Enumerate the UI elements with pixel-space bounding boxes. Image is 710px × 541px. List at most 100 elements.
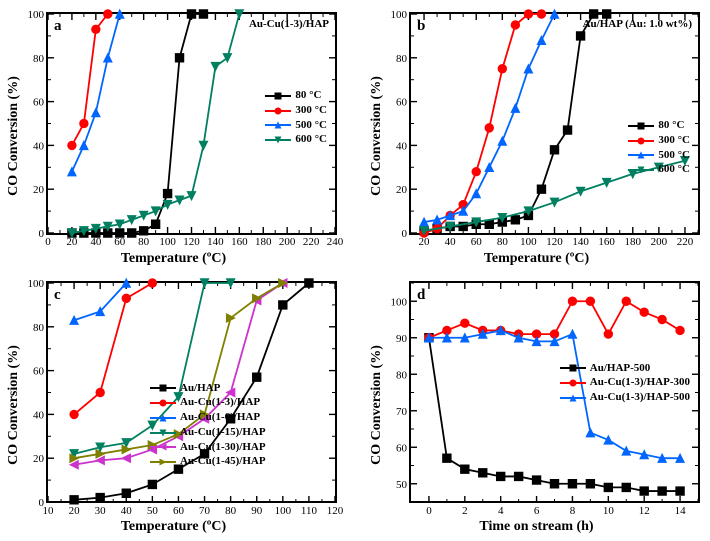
series-marker xyxy=(622,297,630,305)
svg-text:70: 70 xyxy=(199,505,211,517)
legend-label: 600 °C xyxy=(658,163,690,177)
legend-item: Au-Cu(1-3)/HAP-300 xyxy=(560,376,690,390)
series-marker xyxy=(92,108,100,116)
series-marker xyxy=(568,329,576,337)
svg-text:100: 100 xyxy=(391,9,408,21)
x-axis-label: Temperature (ºC) xyxy=(121,519,226,535)
series-marker xyxy=(485,220,493,228)
legend-item: 300 °C xyxy=(628,134,690,148)
svg-text:40: 40 xyxy=(33,409,45,421)
series-line xyxy=(424,14,607,231)
panel-d: CO Conversion (%)Time on stream (h)d0246… xyxy=(369,275,704,536)
series-marker xyxy=(139,211,147,219)
series-marker xyxy=(511,104,519,112)
svg-text:2: 2 xyxy=(462,505,468,517)
legend-item: 600 °C xyxy=(628,163,690,177)
plot-area: c102030405060708090100110120020406080100… xyxy=(46,281,337,504)
svg-text:160: 160 xyxy=(231,236,248,248)
legend-item: Au-Cu(1-3)/HAP xyxy=(150,396,266,410)
series-line xyxy=(424,14,541,233)
svg-text:20: 20 xyxy=(69,505,81,517)
series-marker xyxy=(122,454,130,462)
series-marker xyxy=(68,167,76,175)
svg-text:20: 20 xyxy=(396,184,408,196)
svg-text:60: 60 xyxy=(33,365,45,377)
svg-text:80: 80 xyxy=(396,369,408,381)
series-marker xyxy=(676,486,684,494)
series-marker xyxy=(187,192,195,200)
svg-text:80: 80 xyxy=(33,321,45,333)
svg-text:0: 0 xyxy=(39,228,45,240)
series-marker xyxy=(604,483,612,491)
legend-item: Au/HAP-500 xyxy=(560,362,690,376)
svg-text:140: 140 xyxy=(572,236,589,248)
series-marker xyxy=(524,10,532,18)
series-marker xyxy=(550,146,558,154)
legend-label: 500 °C xyxy=(658,149,690,163)
svg-text:40: 40 xyxy=(121,505,133,517)
series-marker xyxy=(568,479,576,487)
svg-text:80: 80 xyxy=(225,505,237,517)
series-marker xyxy=(485,124,493,132)
series-marker xyxy=(640,308,648,316)
series-marker xyxy=(485,163,493,171)
series-marker xyxy=(479,468,487,476)
plot-area: d024681012145060708090100Au/HAP-500Au-Cu… xyxy=(409,281,700,504)
panel-b: CO Conversion (%)Temperature (ºC)bAu/HAP… xyxy=(369,6,704,267)
svg-text:160: 160 xyxy=(598,236,615,248)
chart-grid: CO Conversion (%)Temperature (ºC)aAu-Cu(… xyxy=(0,0,710,541)
svg-text:200: 200 xyxy=(279,236,296,248)
legend: 80 °C300 °C500 °C600 °C xyxy=(263,86,329,150)
series-marker xyxy=(104,10,112,18)
svg-text:12: 12 xyxy=(639,505,650,517)
series-marker xyxy=(576,187,584,195)
panel-a: CO Conversion (%)Temperature (ºC)aAu-Cu(… xyxy=(6,6,341,267)
svg-text:10: 10 xyxy=(43,505,55,517)
legend-label: 500 °C xyxy=(295,119,327,133)
series-marker xyxy=(498,137,506,145)
series-marker xyxy=(199,141,207,149)
legend-label: Au-Cu(1-45)/HAP xyxy=(180,455,266,469)
series-marker xyxy=(163,189,171,197)
svg-text:60: 60 xyxy=(114,236,126,248)
series-marker xyxy=(70,495,78,503)
series-marker xyxy=(496,472,504,480)
svg-text:80: 80 xyxy=(497,236,509,248)
svg-text:50: 50 xyxy=(147,505,159,517)
svg-text:100: 100 xyxy=(391,296,408,308)
legend-item: Au-Cu(1-45)/HAP xyxy=(150,455,266,469)
svg-text:80: 80 xyxy=(138,236,150,248)
series-marker xyxy=(116,229,124,237)
series-line xyxy=(72,14,120,172)
series-marker xyxy=(175,54,183,62)
panel-c: CO Conversion (%)Temperature (ºC)c102030… xyxy=(6,275,341,536)
legend-label: Au/HAP xyxy=(180,382,220,396)
series-marker xyxy=(148,480,156,488)
series-marker xyxy=(550,479,558,487)
series-marker xyxy=(148,278,156,286)
series-marker xyxy=(658,315,666,323)
legend-label: Au-Cu(1-3)/HAP-500 xyxy=(590,391,690,405)
svg-text:6: 6 xyxy=(534,505,540,517)
series-marker xyxy=(461,464,469,472)
series-line xyxy=(72,14,239,233)
series-marker xyxy=(589,10,597,18)
legend-label: Au/HAP-500 xyxy=(590,362,651,376)
legend-item: Au-Cu(1-30)/HAP xyxy=(150,441,266,455)
series-marker xyxy=(128,229,136,237)
svg-text:20: 20 xyxy=(33,453,45,465)
series-marker xyxy=(104,54,112,62)
svg-text:40: 40 xyxy=(396,140,408,152)
series-marker xyxy=(511,21,519,29)
svg-text:8: 8 xyxy=(570,505,576,517)
svg-text:140: 140 xyxy=(207,236,224,248)
legend-item: Au/HAP xyxy=(150,382,266,396)
series-marker xyxy=(658,486,666,494)
svg-text:60: 60 xyxy=(173,505,185,517)
svg-text:0: 0 xyxy=(426,505,432,517)
svg-text:20: 20 xyxy=(33,184,45,196)
series-marker xyxy=(537,36,545,44)
svg-text:0: 0 xyxy=(402,228,408,240)
svg-text:10: 10 xyxy=(603,505,615,517)
series-marker xyxy=(563,126,571,134)
